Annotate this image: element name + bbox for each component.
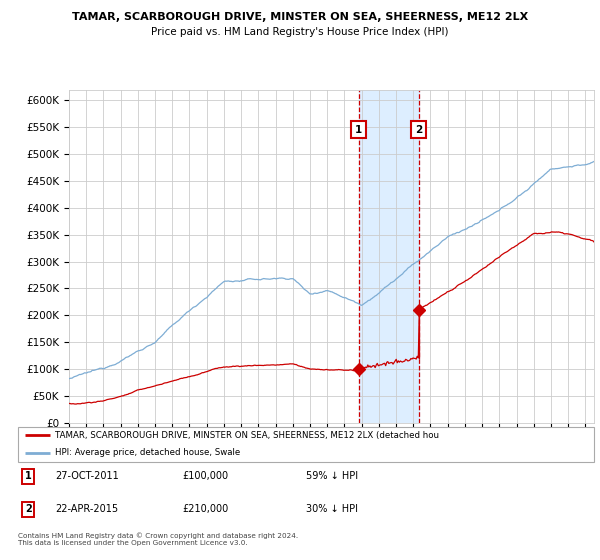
Text: Price paid vs. HM Land Registry's House Price Index (HPI): Price paid vs. HM Land Registry's House … <box>151 27 449 37</box>
Text: 27-OCT-2011: 27-OCT-2011 <box>55 472 119 482</box>
Text: 1: 1 <box>25 472 32 482</box>
Text: £100,000: £100,000 <box>182 472 228 482</box>
Text: HPI: Average price, detached house, Swale: HPI: Average price, detached house, Swal… <box>55 449 241 458</box>
Bar <box>359 90 419 423</box>
Text: 22-APR-2015: 22-APR-2015 <box>55 505 119 515</box>
Text: 1: 1 <box>355 124 362 134</box>
Text: TAMAR, SCARBOROUGH DRIVE, MINSTER ON SEA, SHEERNESS, ME12 2LX (detached hou: TAMAR, SCARBOROUGH DRIVE, MINSTER ON SEA… <box>55 431 439 440</box>
Text: 2: 2 <box>415 124 422 134</box>
Text: 59% ↓ HPI: 59% ↓ HPI <box>306 472 358 482</box>
Text: 2: 2 <box>25 505 32 515</box>
Text: £210,000: £210,000 <box>182 505 229 515</box>
Text: Contains HM Land Registry data © Crown copyright and database right 2024.
This d: Contains HM Land Registry data © Crown c… <box>18 532 298 545</box>
Text: 30% ↓ HPI: 30% ↓ HPI <box>306 505 358 515</box>
FancyBboxPatch shape <box>18 427 594 462</box>
Text: TAMAR, SCARBOROUGH DRIVE, MINSTER ON SEA, SHEERNESS, ME12 2LX: TAMAR, SCARBOROUGH DRIVE, MINSTER ON SEA… <box>72 12 528 22</box>
